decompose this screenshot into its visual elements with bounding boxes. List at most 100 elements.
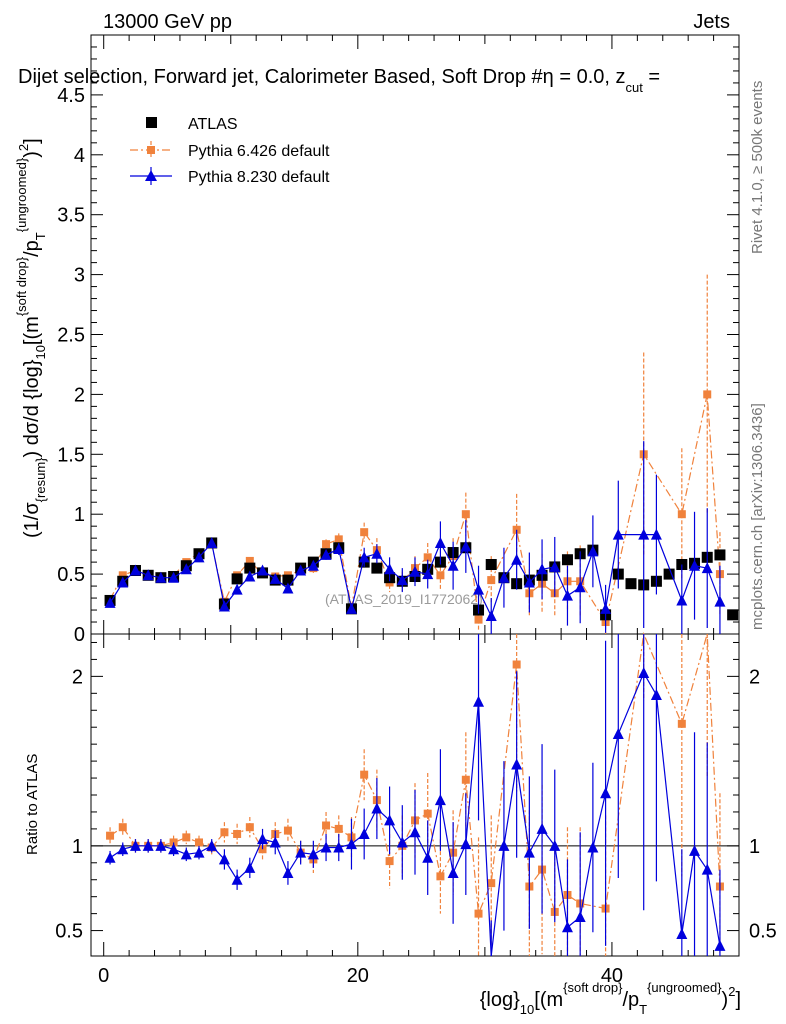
ratio-pythia6-marker	[436, 872, 445, 881]
ratio-pythia8-marker	[269, 836, 281, 848]
ratio-pythia8-marker	[396, 836, 408, 848]
pythia8-marker	[231, 583, 243, 595]
ratio-series-layer	[104, 631, 726, 957]
ratio-pythia6-marker	[106, 831, 115, 840]
pythia8-marker	[358, 551, 370, 563]
pythia8-marker	[269, 572, 281, 584]
ratio-pythia8-marker	[561, 921, 573, 933]
ratio-y-tick-label-right: 0.5	[749, 921, 777, 943]
pythia8-marker	[307, 559, 319, 571]
atlas-marker	[244, 562, 256, 574]
ratio-pythia8-marker	[244, 861, 256, 873]
pythia8-marker	[460, 540, 472, 552]
ratio-pythia6-marker	[245, 823, 254, 832]
atlas-marker	[727, 609, 739, 621]
pythia8-marker	[129, 564, 141, 576]
ratio-pythia8-marker	[612, 727, 624, 739]
header-jets-label: Jets	[693, 11, 730, 33]
ratio-pythia8-marker	[460, 838, 472, 850]
pythia8-marker	[244, 570, 256, 582]
pythia6-marker	[487, 576, 496, 585]
pythia6-marker	[703, 390, 712, 399]
pythia8-marker	[333, 542, 345, 554]
ratio-pythia6-marker	[182, 833, 191, 842]
pythia8-marker	[117, 576, 129, 588]
pythia6-marker	[677, 510, 686, 519]
pythia8-marker	[257, 564, 269, 576]
atlas-marker	[714, 549, 726, 561]
ratio-pythia8-marker	[676, 927, 688, 939]
ratio-pythia8-marker	[104, 851, 116, 863]
ratio-pythia8-marker	[129, 839, 141, 851]
main-y-tick-label: 4.5	[57, 85, 85, 107]
pythia8-marker	[320, 548, 332, 560]
ratio-pythia8-marker	[701, 863, 713, 875]
ratio-pythia8-marker	[231, 873, 243, 885]
ratio-pythia8-marker	[473, 695, 485, 707]
ratio-pythia8-marker	[523, 846, 535, 858]
pythia6-marker	[322, 540, 331, 549]
ratio-pythia6-marker	[118, 823, 127, 832]
main-y-tick-label: 4	[74, 145, 85, 167]
legend-marker-pythia6	[147, 146, 155, 154]
ratio-pythia8-marker	[689, 844, 701, 856]
ratio-y-axis-label: Ratio to ATLAS	[24, 754, 41, 855]
pythia6-marker	[423, 553, 432, 562]
rivet-version-label: Rivet 4.1.0, ≥ 500k events	[749, 81, 766, 254]
pythia8-marker	[218, 600, 230, 612]
pythia8-marker	[561, 589, 573, 601]
pythia8-marker	[142, 569, 154, 581]
analysis-watermark: (ATLAS_2019_I1772062)	[325, 591, 483, 607]
pythia8-marker	[206, 536, 218, 548]
pythia8-marker	[638, 528, 650, 540]
ratio-pythia8-marker	[282, 866, 294, 878]
ratio-pythia8-marker	[218, 853, 230, 865]
main-y-tick-label: 3.5	[57, 205, 85, 227]
ratio-pythia8-marker	[193, 846, 205, 858]
pythia8-marker	[574, 581, 586, 593]
ratio-pythia6-marker	[487, 879, 496, 888]
pythia8-marker	[511, 553, 523, 565]
pythia8-marker	[523, 576, 535, 588]
pythia8-marker	[447, 559, 459, 571]
pythia8-marker	[485, 610, 497, 622]
main-y-tick-label: 0	[74, 624, 85, 646]
main-y-tick-label: 0.5	[57, 564, 85, 586]
pythia8-marker	[612, 528, 624, 540]
ratio-pythia6-marker	[334, 824, 343, 833]
pythia8-marker	[168, 571, 180, 583]
ratio-pythia6-marker	[322, 821, 331, 830]
main-y-tick-label: 1	[74, 504, 85, 526]
legend-label-pythia6: Pythia 6.426 default	[188, 143, 330, 160]
pythia6-marker	[436, 571, 445, 580]
ratio-pythia6-marker	[385, 857, 394, 866]
legend-label-atlas: ATLAS	[188, 116, 238, 133]
atlas-marker	[231, 573, 243, 585]
atlas-marker	[371, 562, 383, 574]
ratio-pythia8-marker	[422, 851, 434, 863]
ratio-pythia6-marker	[461, 775, 470, 784]
pythia8-marker	[422, 568, 434, 580]
pythia8-marker	[371, 547, 383, 559]
ratio-y-tick-label-right: 1	[749, 836, 760, 858]
pythia8-marker	[701, 562, 713, 574]
pythia6-marker	[461, 510, 470, 519]
pythia8-marker	[282, 582, 294, 594]
x-tick-label: 20	[347, 965, 369, 987]
pythia8-marker	[498, 571, 510, 583]
main-y-tick-label: 1.5	[57, 444, 85, 466]
legend-marker-pythia8	[145, 170, 157, 181]
ratio-pythia6-marker	[474, 909, 483, 918]
ratio-pythia6-marker	[512, 660, 521, 669]
legend-label-pythia8: Pythia 8.230 default	[188, 169, 330, 186]
pythia8-marker	[295, 564, 307, 576]
ratio-pythia8-marker	[320, 841, 332, 853]
pythia8-marker	[104, 596, 116, 608]
atlas-marker	[282, 574, 294, 586]
ratio-pythia8-marker	[257, 833, 269, 845]
pythia8-marker	[536, 563, 548, 575]
pythia8-marker	[396, 574, 408, 586]
ratio-pythia8-marker	[358, 827, 370, 839]
pythia8-marker	[600, 602, 612, 614]
pythia6-marker	[360, 528, 369, 537]
